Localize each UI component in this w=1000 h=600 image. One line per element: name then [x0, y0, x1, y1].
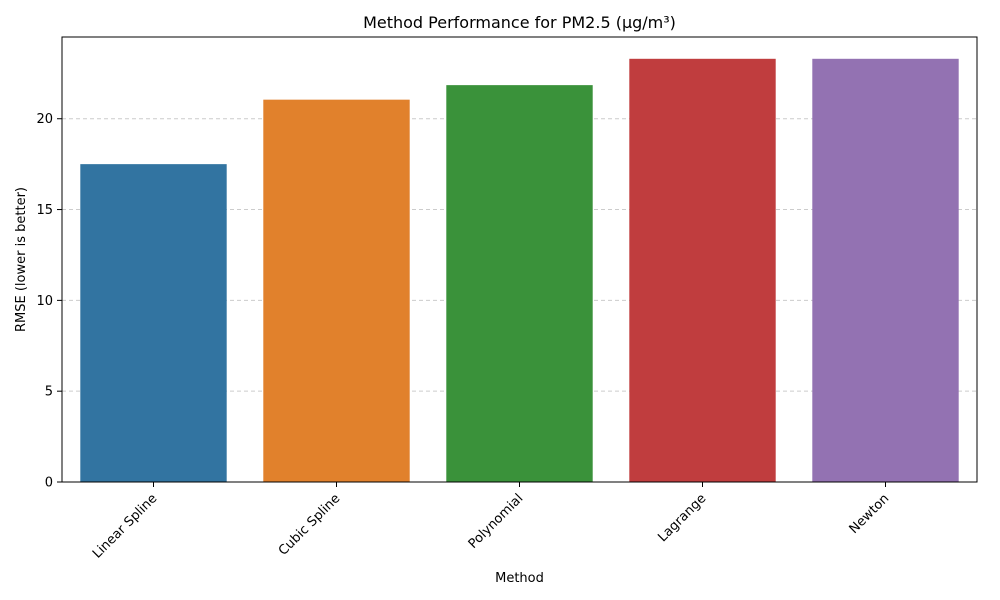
bars [80, 58, 959, 482]
x-axis-label: Method [495, 571, 544, 586]
x-tick-label: Polynomial [466, 491, 527, 552]
bar-lagrange [629, 58, 776, 482]
bar-polynomial [446, 85, 593, 482]
y-tick-label: 10 [36, 294, 53, 309]
y-tick-label: 5 [45, 385, 53, 400]
plot-frame [61, 36, 978, 483]
x-tick-label: Lagrange [655, 491, 709, 545]
x-axis-ticks: Linear Spline Cubic Spline Polynomial Lagra… [90, 482, 892, 562]
bar-newton [812, 58, 959, 482]
y-tick-label: 15 [36, 203, 53, 218]
x-tick-label: Linear Spline [90, 491, 160, 561]
bar-linear-spline [80, 164, 227, 482]
y-tick-label: 20 [36, 112, 53, 127]
y-axis-ticks: 0 5 10 15 20 [36, 112, 62, 491]
x-tick-label: Newton [847, 491, 893, 537]
chart-title: Method Performance for PM2.5 (µg/m³) [363, 13, 676, 32]
y-axis-label: RMSE (lower is better) [14, 187, 29, 332]
y-tick-label: 0 [45, 476, 53, 491]
x-tick-label: Cubic Spline [276, 491, 343, 558]
bar-cubic-spline [263, 99, 410, 482]
